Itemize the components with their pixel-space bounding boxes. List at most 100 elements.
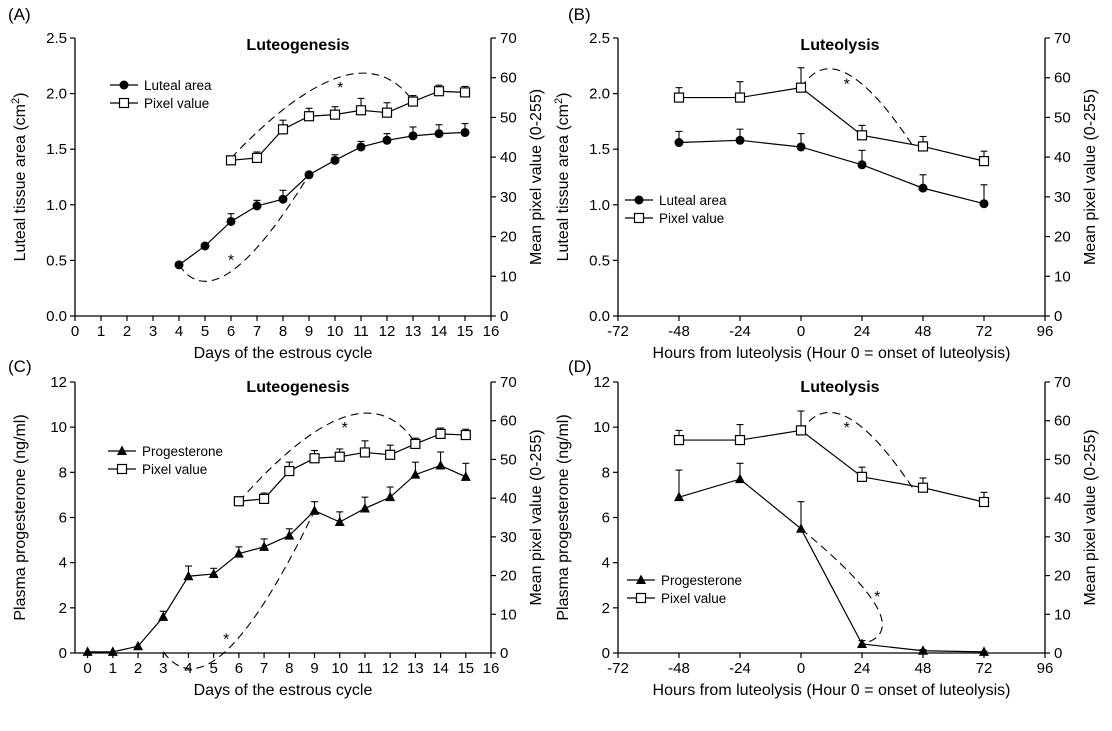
marker-square (856, 471, 868, 482)
marker-circle (174, 260, 184, 270)
significance-arc (238, 412, 416, 503)
x-tick-label: 16 (483, 660, 500, 677)
legend-label: Luteal area (659, 193, 727, 208)
y2-tick-label: 70 (1054, 374, 1071, 391)
x-tick-label: 7 (260, 660, 268, 677)
y2-tick-label: 50 (500, 109, 517, 126)
legend-label: Pixel value (659, 211, 724, 226)
legend-label: Pixel value (144, 96, 209, 111)
significance-arc (178, 174, 310, 282)
x-tick-label: 2 (123, 323, 131, 340)
y2-tick-label: 60 (1054, 413, 1071, 430)
marker-circle (857, 160, 867, 170)
series-line-circle (678, 139, 985, 205)
panel-title: Luteolysis (800, 379, 879, 396)
marker-square (673, 92, 685, 103)
marker-triangle (460, 471, 471, 481)
marker-square (355, 105, 367, 116)
marker-circle (735, 135, 745, 145)
marker-square (673, 434, 685, 446)
y-tick-label: 8 (602, 464, 610, 481)
legend-marker-circle (634, 195, 644, 205)
x-tick-label: 11 (353, 323, 369, 340)
y-tick-label: 6 (59, 510, 67, 527)
significance-star: * (337, 80, 343, 97)
marker-square (734, 92, 746, 103)
y-tick-label: 2.5 (589, 30, 610, 47)
marker-square (917, 141, 929, 152)
y-tick-label: 0 (59, 645, 67, 662)
significance-arc (162, 510, 316, 670)
y-tick-label: 12 (593, 374, 610, 391)
marker-triangle (259, 541, 270, 551)
marker-triangle (385, 491, 396, 502)
marker-triangle (410, 469, 421, 479)
x-tick-label: 13 (405, 323, 422, 340)
x-axis-label: Hours from luteolysis (Hour 0 = onset of… (653, 345, 1011, 362)
x-tick-label: 0 (797, 323, 805, 340)
x-tick-label: 72 (976, 660, 993, 677)
significance-star: * (874, 589, 880, 606)
y-tick-label: 1.0 (589, 197, 610, 214)
x-tick-label: 0 (797, 660, 805, 677)
marker-square (381, 107, 393, 118)
y2-tick-label: 30 (500, 189, 517, 206)
panel-title: Luteogenesis (246, 379, 349, 396)
x-tick-label: 5 (209, 660, 217, 677)
marker-triangle (309, 505, 320, 515)
y-axis-label: Plasma progesterone (ng/ml) (555, 414, 572, 620)
y-tick-label: 4 (59, 555, 67, 572)
legend-marker-square (116, 463, 128, 475)
x-tick-label: 15 (457, 660, 474, 677)
marker-circle (434, 129, 444, 139)
legend-label: Pixel value (661, 591, 726, 606)
marker-square (359, 447, 371, 458)
y2-tick-label: 30 (1054, 189, 1071, 206)
x-tick-label: 14 (432, 660, 449, 677)
x-tick-label: 7 (253, 323, 261, 340)
x-tick-label: 48 (915, 660, 932, 677)
y2-tick-label: 0 (500, 645, 508, 662)
x-tick-label: -72 (607, 660, 629, 677)
y-tick-label: 1.0 (46, 197, 67, 214)
marker-circle (408, 131, 418, 141)
x-tick-label: -48 (668, 660, 690, 677)
marker-square (460, 429, 471, 441)
marker-circle (304, 170, 314, 180)
panel-letter: (A) (8, 5, 31, 24)
y2-axis-label: Mean pixel value (0-255) (528, 89, 545, 265)
marker-square (433, 86, 445, 97)
x-tick-label: 2 (134, 660, 142, 677)
y-axis-label: Plasma progesterone (ng/ml) (12, 414, 29, 620)
y-tick-label: 0.5 (589, 252, 610, 269)
y2-tick-label: 60 (1054, 70, 1071, 87)
marker-square (284, 465, 295, 477)
y-tick-label: 2 (59, 600, 67, 617)
marker-triangle (979, 646, 989, 656)
x-tick-label: 48 (915, 323, 932, 340)
legend-marker-square (118, 97, 130, 109)
y2-tick-label: 10 (500, 268, 517, 285)
marker-square (225, 155, 237, 166)
x-tick-label: 5 (201, 323, 209, 340)
marker-triangle (284, 530, 295, 540)
y2-tick-label: 40 (1054, 490, 1071, 507)
marker-circle (382, 135, 392, 145)
marker-circle (796, 142, 806, 152)
x-tick-label: 24 (854, 323, 871, 340)
series-line-circle (178, 131, 466, 266)
x-tick-label: 15 (457, 323, 474, 340)
marker-circle (226, 216, 236, 226)
x-tick-label: 0 (83, 660, 91, 677)
panel-letter: (C) (8, 357, 32, 376)
marker-square (410, 438, 421, 450)
marker-square (734, 434, 746, 446)
marker-square (795, 82, 807, 93)
marker-circle (460, 128, 470, 138)
series-line-triangle (678, 478, 985, 653)
y-axis-label: Luteal tissue area (cm2) (10, 93, 29, 262)
marker-triangle (918, 645, 928, 655)
y2-tick-label: 0 (1054, 645, 1062, 662)
marker-circle (200, 241, 210, 251)
